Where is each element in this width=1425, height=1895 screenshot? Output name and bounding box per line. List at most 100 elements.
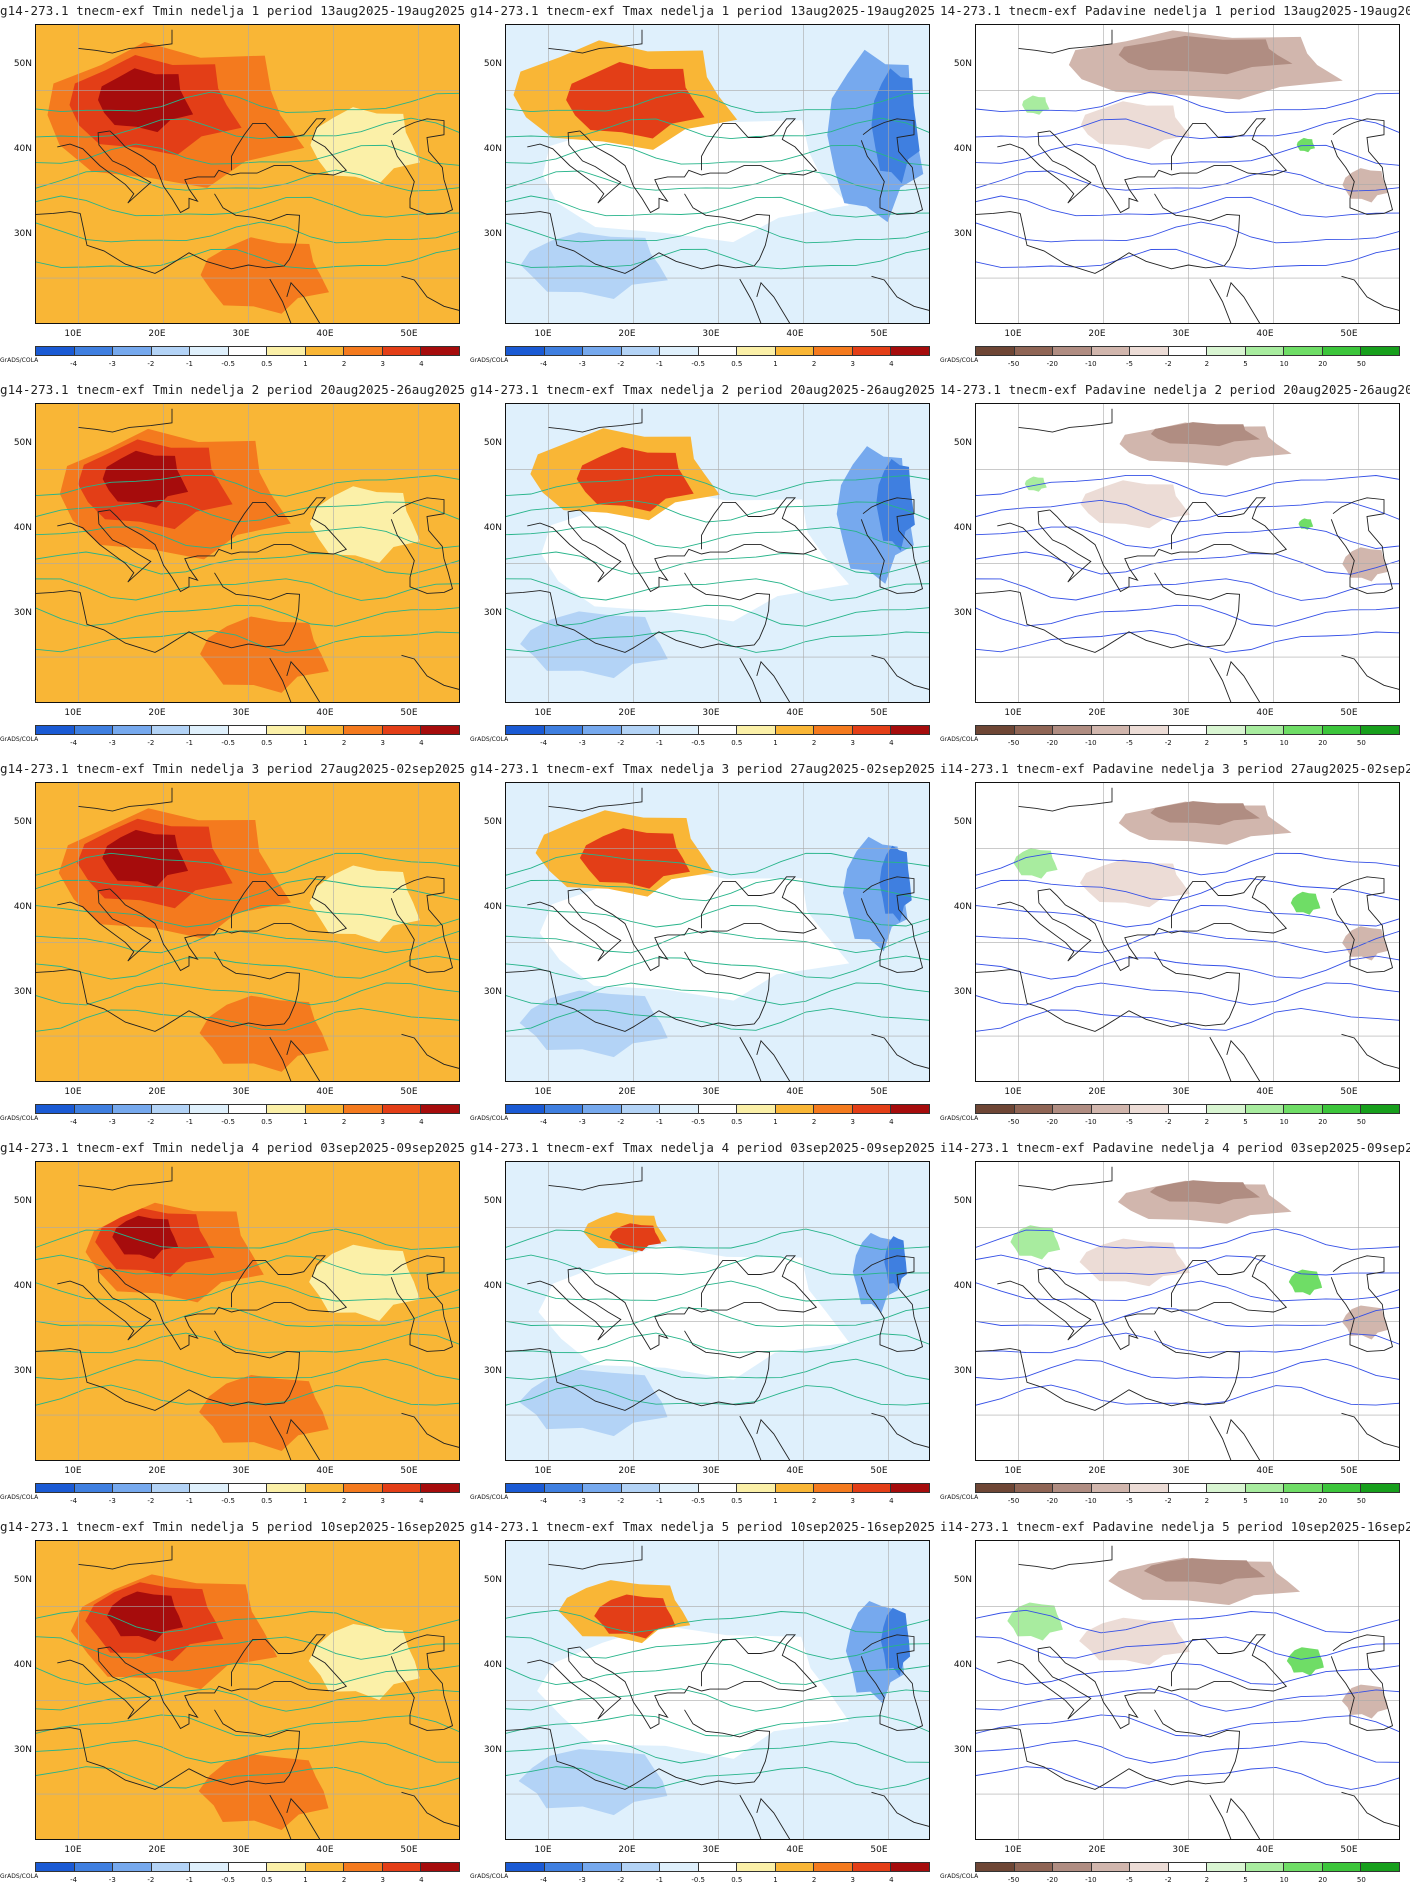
coastline xyxy=(997,130,1092,204)
color-scale-swatch xyxy=(1014,347,1054,355)
lon-label: 50E xyxy=(1340,329,1358,339)
color-scale-swatch xyxy=(583,347,622,355)
color-scale-label: -10 xyxy=(1085,1876,1097,1884)
contour-line xyxy=(36,1007,459,1032)
color-scale-swatch xyxy=(852,1484,892,1492)
contour-line xyxy=(976,1609,1399,1634)
color-scale-swatch xyxy=(1322,1484,1362,1492)
warm-anomaly-patch xyxy=(102,450,189,508)
coastline xyxy=(860,118,924,215)
contour-line xyxy=(976,1740,1399,1764)
coastline xyxy=(269,1794,321,1839)
map-panel-week-4-pad: i14-273.1 tnecm-exf Padavine nedelja 4 p… xyxy=(940,1137,1410,1512)
color-scale-label: -0.5 xyxy=(691,1497,706,1505)
contour-line xyxy=(36,1254,459,1276)
wet-anomaly-patch xyxy=(1290,891,1321,915)
coastline xyxy=(548,787,643,812)
lon-label: 10E xyxy=(534,1845,552,1855)
coastline xyxy=(976,590,1021,594)
lat-label: 30N xyxy=(953,1366,972,1376)
color-scale-swatch xyxy=(1168,347,1208,355)
coastline xyxy=(997,509,1092,583)
color-scale-swatch xyxy=(852,1863,892,1871)
coastline xyxy=(871,1412,929,1448)
coastline xyxy=(739,657,791,702)
coastline xyxy=(701,876,818,934)
color-scale-swatch xyxy=(1053,726,1092,734)
panel-title: 14-273.1 tnecm-exf Padavine nedelja 2 pe… xyxy=(940,382,1410,397)
lon-label: 30E xyxy=(232,1845,250,1855)
lon-label: 10E xyxy=(1004,708,1022,718)
grads-label: GrADS/COLA xyxy=(940,1115,979,1122)
color-scale-label: 1 xyxy=(773,1876,778,1884)
color-scale-swatch xyxy=(382,347,422,355)
dry-anomaly-patch xyxy=(1079,1238,1190,1287)
color-scale-bar xyxy=(505,1483,930,1493)
lon-label: 30E xyxy=(702,1466,720,1476)
coastline xyxy=(549,951,770,1032)
color-scale-swatch xyxy=(852,347,892,355)
lat-label: 50N xyxy=(953,817,972,827)
contour-line xyxy=(506,1714,929,1737)
coastline xyxy=(36,211,81,215)
lat-label: 40N xyxy=(13,902,32,912)
dry-anomaly-patch xyxy=(1080,101,1191,150)
grads-label: GrADS/COLA xyxy=(940,736,979,743)
color-scale-label: 2 xyxy=(341,360,347,368)
contour-line xyxy=(506,1766,929,1790)
color-scale-label: -5 xyxy=(1126,1118,1133,1126)
coastline xyxy=(701,118,818,176)
coastline xyxy=(1018,29,1113,54)
color-scale-swatch xyxy=(36,726,75,734)
color-scale-label: 2 xyxy=(811,1876,817,1884)
coastline xyxy=(506,1348,551,1352)
warm-anomaly-patch xyxy=(579,828,690,889)
map-area xyxy=(35,1540,460,1840)
coastline xyxy=(506,969,551,973)
color-scale-label: 2 xyxy=(811,1497,817,1505)
contour-line xyxy=(976,878,1399,902)
color-scale-swatch xyxy=(228,1484,268,1492)
cool-anomaly-patch xyxy=(519,1369,668,1437)
contour-line xyxy=(976,474,1399,497)
coastline xyxy=(871,275,929,311)
anomaly-background xyxy=(976,25,1399,323)
color-scale-label: -4 xyxy=(70,1118,78,1126)
lat-label: 30N xyxy=(953,1745,972,1755)
color-scale-label: -1 xyxy=(186,1118,193,1126)
color-scale-swatch xyxy=(1207,347,1246,355)
color-scale-label: -1 xyxy=(656,1118,663,1126)
anomaly-background xyxy=(976,1541,1399,1839)
coastline xyxy=(549,193,770,274)
color-scale-label: 3 xyxy=(380,739,385,747)
color-scale-label: -2 xyxy=(147,1497,155,1505)
color-scale-label: 20 xyxy=(1318,1118,1328,1126)
grads-label: GrADS/COLA xyxy=(470,1494,509,1501)
coastline xyxy=(1341,654,1399,690)
coastline xyxy=(109,509,241,593)
lon-label: 40E xyxy=(786,1845,804,1855)
color-scale-swatch xyxy=(660,1863,699,1871)
lat-label: 30N xyxy=(483,608,502,618)
contour-line xyxy=(36,143,459,166)
warm-anomaly-patch xyxy=(106,1591,183,1642)
coastline xyxy=(390,497,454,594)
lon-label: 50E xyxy=(870,1466,888,1476)
lon-label: 50E xyxy=(400,329,418,339)
map-panel-week-2-tmin: g14-273.1 tnecm-exf Tmin nedelja 2 perio… xyxy=(0,379,470,754)
contour-line xyxy=(36,248,459,270)
color-scale-swatch xyxy=(583,1863,622,1871)
lon-label: 40E xyxy=(1256,329,1274,339)
color-scale-label: -1 xyxy=(186,1876,193,1884)
color-scale-swatch xyxy=(1091,726,1131,734)
color-scale-label: -3 xyxy=(578,739,586,747)
lat-label: 40N xyxy=(953,523,972,533)
coastline xyxy=(1049,1646,1181,1730)
coastline xyxy=(860,1634,924,1731)
color-scale-label: 0.5 xyxy=(261,1876,273,1884)
grads-label: GrADS/COLA xyxy=(0,1494,39,1501)
contour-line xyxy=(976,143,1399,166)
panel-title: i14-273.1 tnecm-exf Padavine nedelja 3 p… xyxy=(940,761,1410,776)
color-scale-label: 0.5 xyxy=(731,360,743,368)
color-scale-label: -1 xyxy=(656,1497,663,1505)
